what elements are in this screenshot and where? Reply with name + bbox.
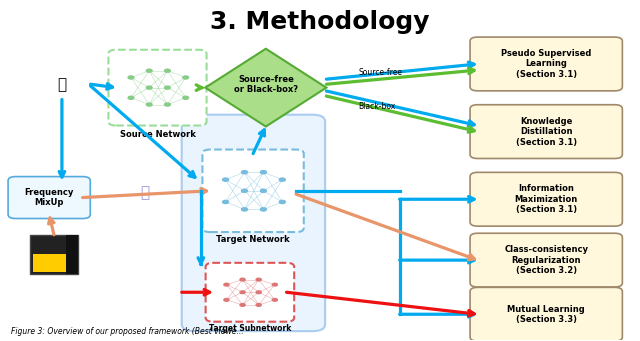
- FancyBboxPatch shape: [470, 105, 622, 159]
- Text: Pseudo Supervised
Learning
(Section 3.1): Pseudo Supervised Learning (Section 3.1): [501, 49, 591, 79]
- FancyBboxPatch shape: [8, 177, 90, 219]
- Circle shape: [147, 86, 152, 89]
- Text: Source-free: Source-free: [358, 68, 402, 77]
- Circle shape: [256, 291, 261, 294]
- Circle shape: [224, 283, 229, 286]
- FancyBboxPatch shape: [182, 115, 325, 331]
- Circle shape: [241, 170, 248, 174]
- Text: Black-box: Black-box: [358, 102, 396, 111]
- Circle shape: [147, 69, 152, 72]
- Polygon shape: [205, 49, 326, 127]
- Circle shape: [147, 103, 152, 106]
- Circle shape: [164, 69, 170, 72]
- Circle shape: [164, 86, 170, 89]
- Circle shape: [164, 103, 170, 106]
- Text: Knowledge
Distillation
(Section 3.1): Knowledge Distillation (Section 3.1): [516, 117, 577, 147]
- Circle shape: [240, 291, 245, 294]
- Circle shape: [260, 208, 266, 211]
- Circle shape: [241, 189, 248, 192]
- Text: Figure 3: Overview of our proposed framework (Best viewe...: Figure 3: Overview of our proposed frame…: [11, 327, 244, 336]
- FancyBboxPatch shape: [205, 263, 294, 322]
- Text: Class-consistency
Regularization
(Section 3.2): Class-consistency Regularization (Sectio…: [504, 245, 588, 275]
- Text: 🚲: 🚲: [58, 77, 67, 92]
- Text: Mutual Learning
(Section 3.3): Mutual Learning (Section 3.3): [508, 305, 585, 324]
- Text: Source-free
or Black-box?: Source-free or Black-box?: [234, 75, 298, 94]
- Text: Frequency
MixUp: Frequency MixUp: [24, 188, 74, 207]
- Text: Source Network: Source Network: [120, 130, 195, 139]
- Circle shape: [183, 76, 189, 79]
- Circle shape: [240, 278, 245, 281]
- Circle shape: [260, 170, 266, 174]
- Text: Target Network: Target Network: [216, 235, 290, 244]
- Circle shape: [223, 201, 228, 204]
- Text: 🚲: 🚲: [140, 185, 149, 200]
- Circle shape: [224, 298, 229, 301]
- FancyBboxPatch shape: [108, 50, 207, 125]
- Circle shape: [260, 189, 266, 192]
- Circle shape: [272, 283, 277, 286]
- FancyBboxPatch shape: [470, 287, 622, 341]
- FancyBboxPatch shape: [33, 254, 75, 272]
- Circle shape: [279, 178, 285, 181]
- Circle shape: [272, 298, 277, 301]
- Circle shape: [128, 96, 134, 99]
- FancyBboxPatch shape: [30, 235, 78, 274]
- Text: Information
Maximization
(Section 3.1): Information Maximization (Section 3.1): [515, 184, 578, 214]
- FancyBboxPatch shape: [202, 150, 304, 232]
- Circle shape: [256, 303, 261, 306]
- Circle shape: [128, 76, 134, 79]
- Circle shape: [256, 278, 261, 281]
- Circle shape: [183, 96, 189, 99]
- Circle shape: [241, 208, 248, 211]
- FancyBboxPatch shape: [66, 235, 78, 274]
- FancyBboxPatch shape: [470, 233, 622, 287]
- Circle shape: [223, 178, 228, 181]
- FancyBboxPatch shape: [470, 172, 622, 226]
- Circle shape: [240, 303, 245, 306]
- Text: ⬤: ⬤: [49, 71, 74, 94]
- Circle shape: [279, 201, 285, 204]
- Text: 3. Methodology: 3. Methodology: [211, 10, 429, 34]
- Text: Target Subnetwork: Target Subnetwork: [209, 324, 291, 333]
- FancyBboxPatch shape: [470, 37, 622, 91]
